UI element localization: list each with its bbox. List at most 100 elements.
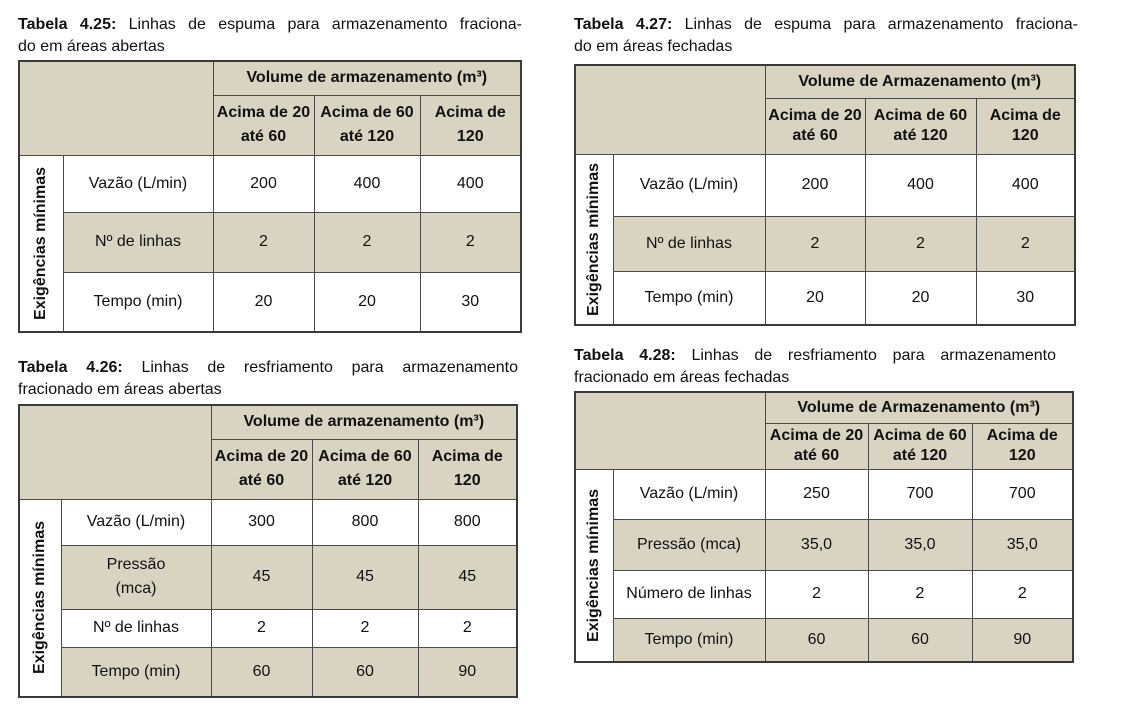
row-label: Vazão (L/min): [612, 153, 766, 217]
side-label: Exigências mínimas: [574, 468, 614, 663]
caption-line2: do em áreas abertas: [18, 38, 165, 55]
cell-value: 45: [311, 544, 419, 610]
row-label: Vazão (L/min): [62, 154, 214, 213]
data-table: Volume de Armazenamento (m³) Acima de 20…: [574, 64, 1077, 326]
column-group-header: Volume de Armazenamento (m³): [764, 64, 1076, 99]
caption-line2: fracionado em áreas abertas: [18, 381, 222, 398]
table-row: Pressão (mca) 35,0 35,0 35,0: [575, 518, 1074, 571]
row-label: Pressão (mca): [60, 544, 212, 610]
row-label: Tempo (min): [612, 617, 766, 663]
cell-value: 30: [975, 270, 1076, 326]
column-header: Acima de 120: [971, 422, 1074, 470]
table-row: Nº de linhas 2 2 2: [19, 608, 518, 648]
column-group-header: Volume de armazenamento (m³): [210, 404, 518, 440]
corner-cell: [574, 64, 766, 155]
caption-line2: do em áreas fechadas: [574, 38, 733, 55]
cell-value: 20: [764, 270, 866, 326]
caption-line1: Linhas de resfriamento para armazenament…: [141, 359, 518, 376]
row-label: Nº de linhas: [60, 608, 212, 648]
cell-value: 60: [311, 646, 419, 698]
cell-value: 60: [867, 617, 973, 663]
column-header: Acima de 120: [419, 94, 522, 156]
cell-value: 2: [971, 569, 1074, 619]
table-row: Exigências mínimas Vazão (L/min) 200 400…: [18, 154, 522, 333]
cell-value: 2: [764, 569, 869, 619]
table-row: Tempo (min) 20 20 30: [19, 271, 522, 333]
caption-label: Tabela 4.27:: [574, 16, 673, 33]
column-group-header: Volume de Armazenamento (m³): [764, 391, 1074, 424]
table-row: Exigências mínimas Vazão (L/min) 200 400…: [574, 153, 1076, 326]
cell-value: 60: [210, 646, 313, 698]
cell-value: 250: [764, 468, 869, 520]
table-row: Exigências mínimas Vazão (L/min) 250 700…: [574, 468, 1074, 663]
column-header: Acima de 120: [975, 97, 1076, 155]
cell-value: 2: [210, 608, 313, 648]
column-group-header: Volume de armazenamento (m³): [212, 60, 522, 96]
table-row: Tempo (min) 20 20 30: [575, 270, 1076, 326]
side-label: Exigências mínimas: [574, 153, 614, 326]
cell-value: 400: [864, 153, 977, 217]
cell-value: 400: [313, 154, 421, 213]
table-row: Tempo (min) 60 60 90: [575, 617, 1074, 663]
table-row: Exigências mínimas Vazão (L/min) 300 800…: [18, 498, 518, 698]
column-header: Acima de 60 até 120: [313, 94, 421, 156]
corner-cell: [18, 404, 212, 500]
column-header: Acima de 20 até 60: [764, 97, 866, 155]
cell-value: 35,0: [764, 518, 869, 571]
cell-value: 20: [212, 271, 315, 333]
row-label: Tempo (min): [612, 270, 766, 326]
cell-value: 400: [975, 153, 1076, 217]
cell-value: 2: [867, 569, 973, 619]
caption-line2: fracionado em áreas fechadas: [574, 369, 790, 386]
cell-value: 200: [764, 153, 866, 217]
row-label: Vazão (L/min): [60, 498, 212, 546]
table-row: Número de linhas 2 2 2: [575, 569, 1074, 619]
corner-cell: [574, 391, 766, 470]
cell-value: 200: [212, 154, 315, 213]
side-label: Exigências mínimas: [18, 154, 64, 333]
data-table: Volume de Armazenamento (m³) Acima de 20…: [574, 391, 1075, 663]
cell-value: 30: [419, 271, 522, 333]
table-row: Tempo (min) 60 60 90: [19, 646, 518, 698]
table-4-26-block: Tabela 4.26: Linhas de resfriamento para…: [18, 357, 519, 698]
column-header: Acima de 60 até 120: [311, 438, 419, 500]
cell-value: 800: [311, 498, 419, 546]
corner-cell: [18, 60, 214, 156]
cell-value: 2: [417, 608, 518, 648]
row-label: Nº de linhas: [62, 211, 214, 273]
cell-value: 20: [864, 270, 977, 326]
cell-value: 2: [419, 211, 522, 273]
cell-value: 400: [419, 154, 522, 213]
caption-label: Tabela 4.26:: [18, 359, 123, 376]
cell-value: 35,0: [867, 518, 973, 571]
caption-line1: Linhas de espuma para armazenamento frac…: [128, 16, 522, 33]
row-label: Pressão (mca): [612, 518, 766, 571]
table-caption: Tabela 4.27: Linhas de espuma para armaz…: [574, 14, 1078, 58]
table-caption: Tabela 4.26: Linhas de resfriamento para…: [18, 357, 518, 401]
cell-value: 700: [867, 468, 973, 520]
table-row: Pressão (mca) 45 45 45: [19, 544, 518, 610]
cell-value: 90: [971, 617, 1074, 663]
cell-value: 800: [417, 498, 518, 546]
column-header: Acima de 20 até 60: [764, 422, 869, 470]
column-header: Acima de 60 até 120: [867, 422, 973, 470]
row-label: Tempo (min): [62, 271, 214, 333]
cell-value: 300: [210, 498, 313, 546]
cell-value: 700: [971, 468, 1074, 520]
row-label: Número de linhas: [612, 569, 766, 619]
table-4-28-block: Tabela 4.28: Linhas de resfriamento para…: [574, 345, 1075, 663]
row-label: Vazão (L/min): [612, 468, 766, 520]
row-label: Nº de linhas: [612, 215, 766, 272]
table-row: Nº de linhas 2 2 2: [19, 211, 522, 273]
cell-value: 90: [417, 646, 518, 698]
column-header: Acima de 120: [417, 438, 518, 500]
caption-label: Tabela 4.25:: [18, 16, 117, 33]
row-label: Tempo (min): [60, 646, 212, 698]
caption-label: Tabela 4.28:: [574, 347, 676, 364]
table-caption: Tabela 4.28: Linhas de resfriamento para…: [574, 345, 1074, 389]
side-label: Exigências mínimas: [18, 498, 62, 698]
cell-value: 2: [311, 608, 419, 648]
cell-value: 2: [975, 215, 1076, 272]
data-table: Volume de armazenamento (m³) Acima de 20…: [18, 404, 519, 698]
table-caption: Tabela 4.25: Linhas de espuma para armaz…: [18, 14, 522, 58]
